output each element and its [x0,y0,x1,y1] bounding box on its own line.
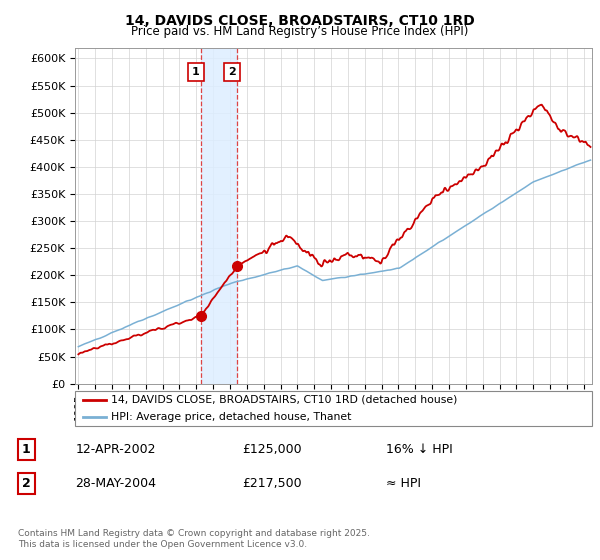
Text: 2: 2 [22,477,31,490]
Text: 12-APR-2002: 12-APR-2002 [76,443,156,456]
Text: Price paid vs. HM Land Registry’s House Price Index (HPI): Price paid vs. HM Land Registry’s House … [131,25,469,38]
Text: 1: 1 [192,67,200,77]
Text: £125,000: £125,000 [242,443,302,456]
Text: Contains HM Land Registry data © Crown copyright and database right 2025.
This d: Contains HM Land Registry data © Crown c… [18,529,370,549]
Text: 28-MAY-2004: 28-MAY-2004 [76,477,157,490]
Text: 14, DAVIDS CLOSE, BROADSTAIRS, CT10 1RD (detached house): 14, DAVIDS CLOSE, BROADSTAIRS, CT10 1RD … [111,395,458,404]
Text: HPI: Average price, detached house, Thanet: HPI: Average price, detached house, Than… [111,412,352,422]
Text: 14, DAVIDS CLOSE, BROADSTAIRS, CT10 1RD: 14, DAVIDS CLOSE, BROADSTAIRS, CT10 1RD [125,14,475,28]
Text: 16% ↓ HPI: 16% ↓ HPI [386,443,453,456]
Text: 2: 2 [228,67,236,77]
Text: ≈ HPI: ≈ HPI [386,477,421,490]
Text: £217,500: £217,500 [242,477,302,490]
Text: 1: 1 [22,443,31,456]
Bar [201,48,237,384]
FancyBboxPatch shape [75,391,592,426]
